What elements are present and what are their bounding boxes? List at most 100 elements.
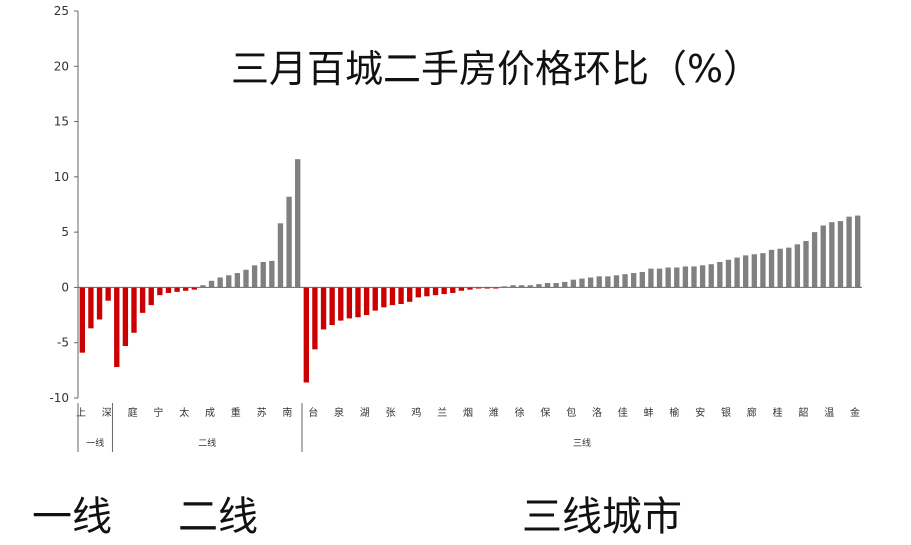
- bar: [648, 268, 654, 288]
- y-tick-label: 20: [54, 59, 69, 73]
- bar: [303, 287, 309, 383]
- bar: [295, 159, 301, 288]
- x-tick-label: 重: [231, 406, 241, 419]
- bar: [837, 221, 844, 288]
- bar: [200, 285, 206, 288]
- bar: [562, 281, 568, 288]
- x-tick-label: 韶: [798, 406, 808, 419]
- x-tick-label: 安: [695, 406, 705, 419]
- bar: [803, 240, 809, 288]
- bar: [88, 287, 94, 329]
- x-tick-label: 张: [386, 407, 396, 419]
- bar: [587, 277, 594, 288]
- x-tick-label: 兰: [437, 406, 447, 419]
- x-tick-label: 徐: [515, 406, 525, 419]
- x-tick-label: 榆: [669, 406, 679, 419]
- y-tick-label: 15: [54, 115, 69, 129]
- bar: [777, 248, 783, 288]
- x-tick-label: 洛: [592, 406, 602, 419]
- bar: [363, 287, 370, 316]
- bar: [544, 283, 551, 288]
- bar: [536, 284, 542, 288]
- x-tick-label: 佳: [618, 406, 628, 419]
- bar: [613, 275, 620, 288]
- x-tick-label: 台: [308, 406, 318, 419]
- bar: [501, 286, 508, 288]
- bar: [398, 287, 404, 305]
- x-tick-label: 南: [282, 406, 292, 419]
- bar: [622, 274, 628, 288]
- x-tick-label: 包: [566, 406, 576, 419]
- tier3-label: 三线城市: [522, 494, 682, 540]
- bar: [760, 253, 766, 288]
- bar: [114, 287, 120, 368]
- x-tick-label: 泉: [334, 406, 344, 419]
- bar: [717, 262, 723, 288]
- bar: [217, 277, 223, 288]
- y-axis: 25 20 15 10 5 0 -5 -10: [49, 4, 79, 405]
- x-tick-label: 湖: [360, 407, 370, 419]
- y-tick-label: 10: [54, 170, 69, 184]
- bar: [355, 287, 361, 318]
- bar: [424, 287, 430, 297]
- bar: [320, 287, 327, 330]
- y-tick-label: 25: [54, 4, 69, 18]
- bar: [631, 273, 637, 288]
- bar: [786, 247, 792, 288]
- bar: [157, 287, 163, 296]
- bar: [243, 269, 249, 288]
- bar: [467, 287, 473, 290]
- bars: [79, 159, 861, 383]
- bar: [174, 287, 180, 292]
- bar: [510, 285, 516, 288]
- x-tick-label: 庭: [128, 406, 138, 419]
- group-label: 一线: [86, 437, 104, 449]
- bar: [605, 276, 611, 288]
- x-tick-label: 宁: [153, 406, 163, 419]
- bar: [855, 215, 861, 288]
- tier1-label: 一线: [32, 494, 112, 540]
- bar: [226, 275, 232, 288]
- bar: [768, 249, 775, 288]
- x-tick-label: 太: [179, 406, 189, 419]
- x-tick-label: 桂: [773, 406, 783, 419]
- bar: [105, 287, 111, 301]
- bar: [312, 287, 318, 350]
- bar: [579, 278, 585, 288]
- x-tick-label: 温: [824, 407, 834, 419]
- bar: [148, 287, 154, 306]
- bar: [191, 287, 197, 290]
- bar: [381, 287, 387, 308]
- bar: [139, 287, 146, 313]
- bar: [811, 232, 818, 288]
- chart-title: 三月百城二手房价格环比（%）: [231, 47, 761, 91]
- bar: [794, 244, 801, 288]
- bar: [407, 287, 413, 302]
- x-tick-label: 苏: [257, 406, 267, 419]
- bar: [415, 287, 421, 298]
- bar: [519, 285, 525, 288]
- bar: [260, 262, 266, 288]
- bar: [699, 265, 706, 288]
- x-tick-label: 保: [540, 406, 550, 419]
- y-tick-label: 5: [61, 225, 69, 239]
- bar: [372, 287, 378, 311]
- bar: [286, 196, 292, 288]
- bar: [96, 287, 103, 320]
- bar: [527, 285, 533, 288]
- bar: [656, 268, 663, 288]
- y-tick-label: 0: [61, 280, 69, 294]
- x-tick-label: 金: [850, 406, 860, 419]
- bar: [208, 280, 215, 288]
- bar: [751, 254, 757, 288]
- bar: [79, 287, 85, 353]
- bar: [734, 257, 740, 288]
- bar: [846, 216, 852, 288]
- bar: [639, 271, 645, 288]
- tier2-label: 二线: [178, 494, 258, 540]
- bar: [553, 283, 559, 288]
- bar: [277, 223, 284, 288]
- bar: [484, 287, 490, 289]
- x-tick-label: 鸡: [411, 406, 421, 419]
